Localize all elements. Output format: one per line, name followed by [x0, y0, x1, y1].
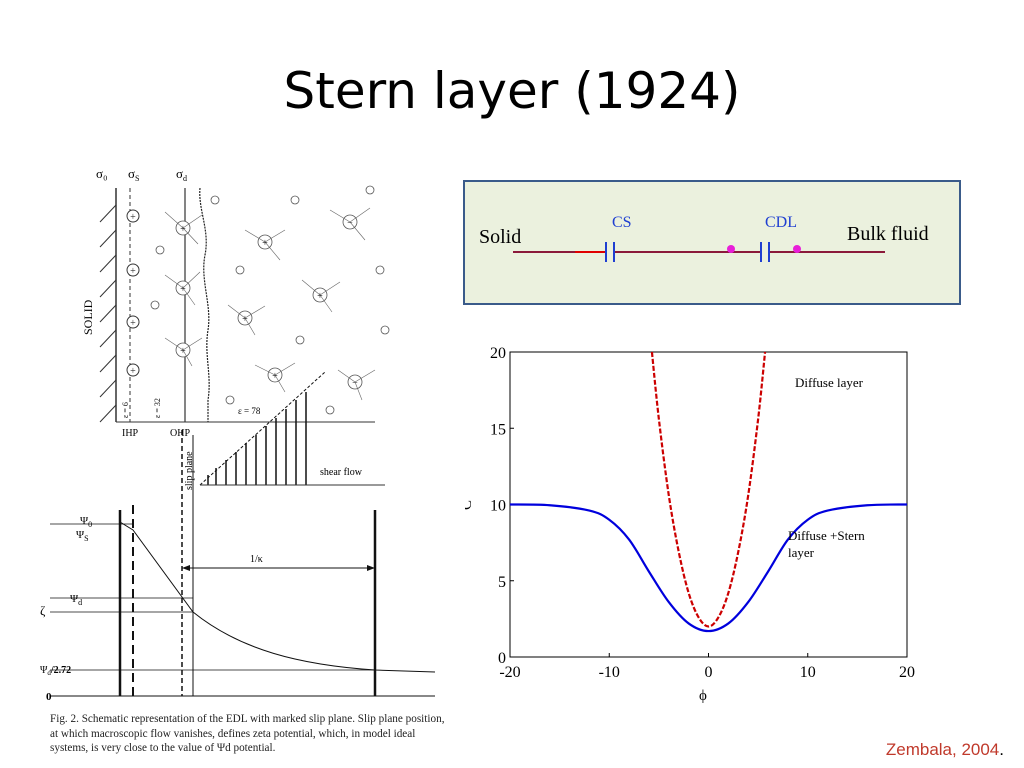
x-tick-label: 10: [800, 664, 816, 681]
psi0-label: Ψ0: [80, 515, 92, 529]
shear-flow-arrows: [207, 392, 307, 485]
svg-text:+: +: [130, 366, 136, 377]
citation: Zembala, 2004.: [886, 740, 1004, 760]
ion-bonds: [164, 207, 376, 401]
equivalent-circuit-panel: Solid Bulk fluid CS CDL: [463, 180, 961, 305]
debye-label: 1/κ: [250, 554, 263, 565]
y-axis-label: C: [465, 500, 475, 510]
sigmaS-label: σS: [128, 166, 139, 183]
bulk-fluid-label: Bulk fluid: [847, 223, 929, 245]
citation-suffix: .: [999, 740, 1004, 759]
y-tick-label: 0: [498, 650, 506, 667]
x-tick-label: 0: [705, 664, 713, 681]
x-tick-label: -10: [599, 664, 620, 681]
x-axis-ticks: -20 -10 0 10 20: [499, 653, 915, 681]
x-tick-label: -20: [499, 664, 520, 681]
svg-text:+: +: [180, 346, 186, 357]
cs-label: CS: [612, 214, 632, 231]
svg-text:+: +: [180, 284, 186, 295]
sigmaD-label: σd: [176, 166, 187, 183]
series-diffuse-layer: [650, 351, 767, 628]
velocity-profile: [199, 371, 326, 486]
adsorbed-ions: [126, 209, 140, 377]
eps6-label: ε = 6: [121, 402, 130, 418]
series-diffuse-stern-layer: [509, 503, 908, 633]
svg-text:+: +: [180, 224, 186, 235]
svg-text:−: −: [347, 218, 353, 229]
solid-label: Solid: [479, 226, 521, 248]
ihp-label: IHP: [122, 428, 139, 439]
plot-area: [509, 351, 908, 658]
svg-text:+: +: [272, 371, 278, 382]
psiS-label: ΨS: [76, 529, 89, 543]
node-left: [727, 245, 735, 253]
svg-text:+: +: [262, 238, 268, 249]
node-right: [793, 245, 801, 253]
cdl-capacitor: [760, 240, 770, 264]
y-tick-label: 15: [490, 421, 506, 438]
svg-text:+: +: [130, 318, 136, 329]
capacitance-chart: -20 -10 0 10 20 0 5 10 15 20 ϕ C Diffuse layer D…: [465, 345, 915, 704]
slide-title: Stern layer (1924): [283, 62, 741, 120]
x-tick-label: 20: [899, 664, 915, 681]
svg-text:+: +: [317, 291, 323, 302]
cdl-label: CDL: [765, 214, 797, 231]
circuit-diagram: Solid Bulk fluid CS CDL: [479, 214, 929, 264]
legend-stern-label: Diffuse +Stern layer: [788, 528, 868, 560]
svg-text:+: +: [242, 314, 248, 325]
cs-capacitor: [575, 240, 615, 264]
sigma0-label: σ₀: [96, 166, 108, 181]
eps32-label: ε = 32: [153, 398, 162, 418]
figure-caption: Fig. 2. Schematic representation of the …: [50, 713, 445, 754]
zeta-label: ζ: [40, 603, 46, 618]
y-tick-label: 5: [498, 574, 506, 591]
shear-flow-label: shear flow: [320, 467, 363, 478]
psiD-label: Ψd: [70, 593, 82, 607]
solid-hatching: [99, 204, 117, 423]
psi-d-272-label: Ψd/2.72: [40, 665, 71, 677]
slip-plane-label: slip plane: [184, 451, 195, 490]
svg-text:−: −: [352, 378, 358, 389]
potential-curve: [119, 521, 436, 673]
ohp-label: OHP: [170, 428, 190, 439]
svg-text:+: +: [130, 266, 136, 277]
slip-plane-boundary: [199, 187, 210, 422]
eps78-label: ε = 78: [238, 406, 261, 416]
edl-schematic-figure: σ₀ σS σd SOLID + + + +: [40, 166, 436, 703]
y-tick-label: 10: [490, 498, 506, 515]
solid-label: SOLID: [81, 299, 95, 335]
series-layer: [509, 351, 908, 633]
x-axis-label: ϕ: [699, 688, 707, 704]
zero-label: 0: [46, 691, 52, 703]
citation-text: Zembala, 2004: [885, 740, 1000, 759]
y-tick-label: 20: [490, 345, 506, 362]
legend-diffuse-label: Diffuse layer: [795, 375, 864, 390]
svg-text:+: +: [130, 212, 136, 223]
